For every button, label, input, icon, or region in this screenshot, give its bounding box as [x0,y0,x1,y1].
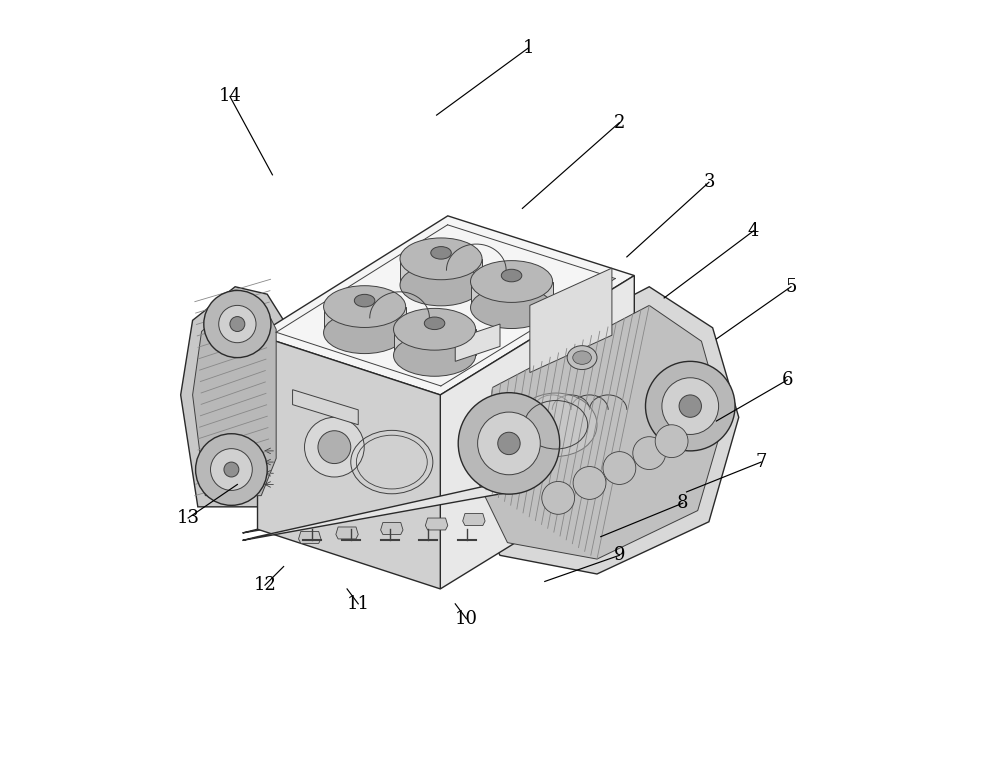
Polygon shape [299,531,321,543]
Circle shape [603,451,636,484]
Text: 11: 11 [347,595,370,613]
Circle shape [573,467,606,499]
Circle shape [478,412,540,475]
Circle shape [219,306,256,343]
Circle shape [230,317,245,331]
Polygon shape [258,216,634,395]
Ellipse shape [471,261,553,302]
Ellipse shape [573,351,591,364]
Circle shape [224,462,239,477]
Circle shape [498,432,520,454]
Polygon shape [466,287,739,574]
Text: 9: 9 [614,546,625,565]
Circle shape [211,448,252,490]
Polygon shape [400,259,482,285]
Text: 8: 8 [677,494,689,512]
Ellipse shape [515,393,597,457]
Circle shape [679,395,701,417]
Circle shape [655,425,688,458]
Polygon shape [193,302,276,496]
Ellipse shape [324,286,406,328]
Ellipse shape [324,312,406,353]
Polygon shape [463,514,485,525]
Text: 2: 2 [614,113,625,131]
Ellipse shape [394,334,476,376]
Polygon shape [381,523,403,534]
Polygon shape [181,287,284,507]
Polygon shape [243,477,526,540]
Ellipse shape [400,238,482,280]
Polygon shape [480,306,724,559]
Ellipse shape [354,294,375,307]
Polygon shape [530,268,612,372]
Text: 13: 13 [177,509,200,527]
Ellipse shape [424,317,445,330]
Polygon shape [455,324,500,361]
Ellipse shape [471,287,553,328]
Text: 14: 14 [218,87,241,106]
Circle shape [196,434,267,505]
Text: 1: 1 [523,39,534,57]
Text: 4: 4 [748,222,759,239]
Text: 6: 6 [782,371,793,389]
Circle shape [204,290,271,358]
Text: 10: 10 [455,610,478,628]
Circle shape [633,437,666,470]
Polygon shape [293,390,358,425]
Circle shape [305,417,364,477]
Text: 5: 5 [785,277,797,296]
Text: 3: 3 [703,173,715,192]
Polygon shape [471,281,553,308]
Ellipse shape [394,309,476,350]
Circle shape [318,431,351,464]
Ellipse shape [501,269,522,282]
Polygon shape [324,306,406,333]
Polygon shape [258,335,440,589]
Polygon shape [336,527,358,539]
Polygon shape [394,329,476,356]
Circle shape [542,482,575,515]
Ellipse shape [431,246,451,259]
Circle shape [458,393,560,494]
Text: 7: 7 [755,453,767,471]
Text: 12: 12 [254,576,276,594]
Ellipse shape [567,346,597,369]
Polygon shape [425,518,448,530]
Circle shape [662,378,719,435]
Polygon shape [243,473,526,533]
Ellipse shape [400,264,482,306]
Polygon shape [440,276,634,589]
Circle shape [645,361,735,451]
